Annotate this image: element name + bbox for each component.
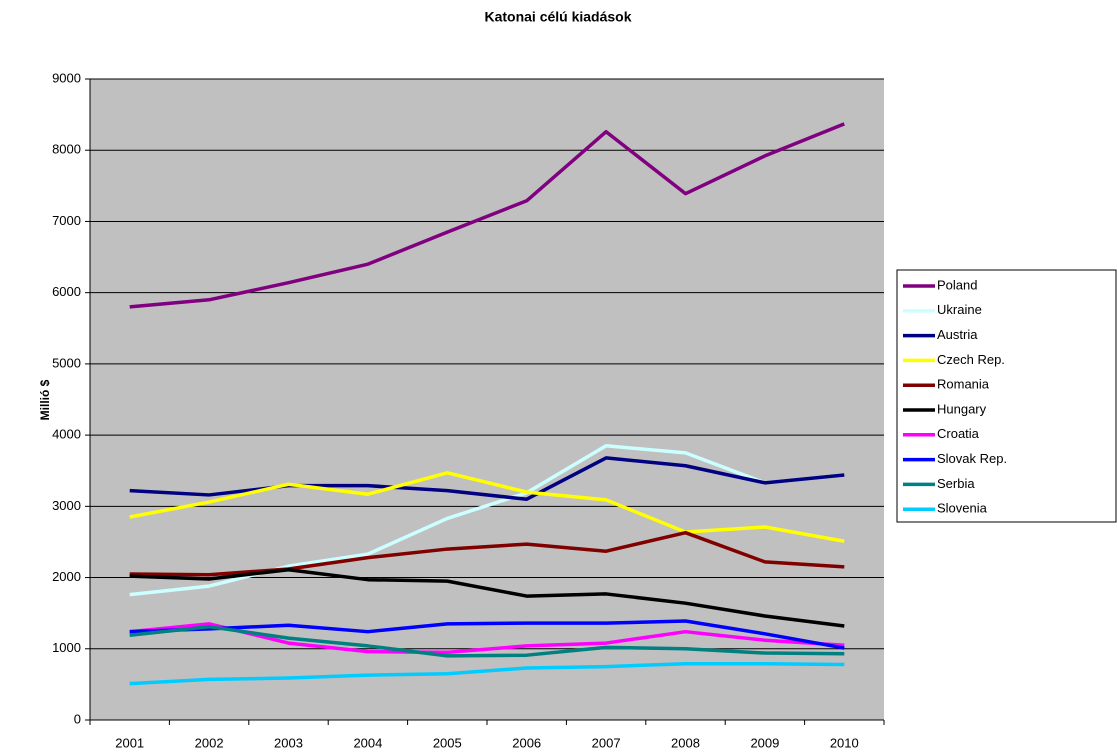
x-tick-label: 2010 xyxy=(830,735,859,750)
series-line xyxy=(129,471,845,543)
x-tick-label: 2009 xyxy=(750,735,779,750)
y-tick-label: 9000 xyxy=(52,70,81,85)
y-tick-label: 6000 xyxy=(52,284,81,299)
series-line xyxy=(129,624,845,658)
series-line xyxy=(129,619,845,650)
legend-label: Slovenia xyxy=(937,501,988,516)
y-axis-label: Millió $ xyxy=(38,379,52,420)
series-line xyxy=(129,444,845,597)
y-tick-label: 5000 xyxy=(52,355,81,370)
legend-label: Romania xyxy=(937,377,990,392)
y-tick-label: 0 xyxy=(74,711,81,726)
y-tick-label: 7000 xyxy=(52,213,81,228)
legend-label: Serbia xyxy=(937,476,975,491)
y-tick-label: 3000 xyxy=(52,498,81,513)
x-tick-label: 2003 xyxy=(274,735,303,750)
y-tick-label: 1000 xyxy=(52,640,81,655)
series-line xyxy=(129,122,845,309)
legend-label: Hungary xyxy=(937,401,987,416)
x-tick-label: 2002 xyxy=(195,735,224,750)
legend-label: Slovak Rep. xyxy=(937,451,1007,466)
x-tick-label: 2006 xyxy=(512,735,541,750)
legend-label: Austria xyxy=(937,327,978,342)
y-tick-label: 8000 xyxy=(52,142,81,157)
legend-label: Poland xyxy=(937,277,977,292)
legend-label: Croatia xyxy=(937,426,980,441)
x-tick-label: 2001 xyxy=(115,735,144,750)
chart-title: Katonai célú kiadások xyxy=(484,9,631,25)
x-tick-label: 2008 xyxy=(671,735,700,750)
x-tick-label: 2005 xyxy=(433,735,462,750)
y-tick-label: 4000 xyxy=(52,427,81,442)
x-tick-label: 2004 xyxy=(353,735,382,750)
x-tick-label: 2007 xyxy=(592,735,621,750)
series-line xyxy=(129,661,845,686)
series-line xyxy=(129,456,845,501)
y-tick-label: 2000 xyxy=(52,569,81,584)
series-line xyxy=(129,567,845,628)
series-line xyxy=(129,530,845,577)
legend-label: Czech Rep. xyxy=(937,352,1005,367)
legend-label: Ukraine xyxy=(937,302,982,317)
